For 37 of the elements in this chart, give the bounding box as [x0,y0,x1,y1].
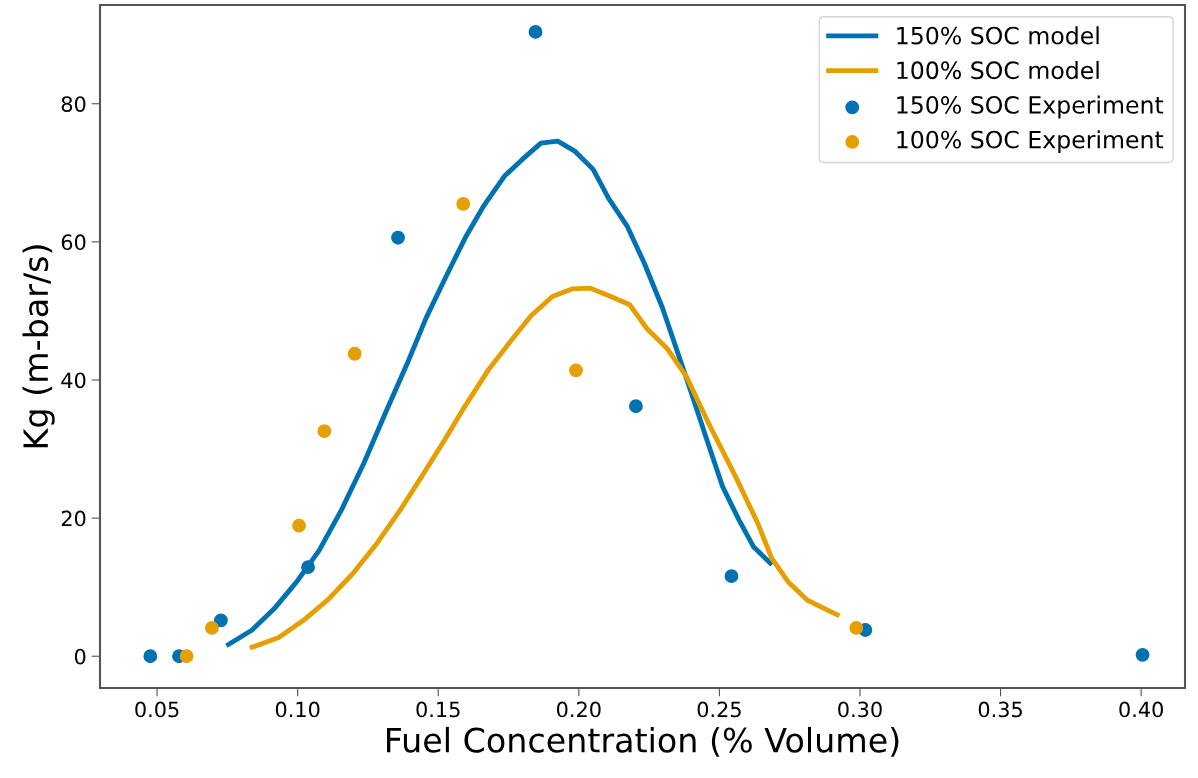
point [1135,647,1150,662]
point [849,621,864,635]
legend-label: 100% SOC Experiment [897,130,1164,154]
point [347,346,362,361]
point [528,25,543,39]
point [317,424,332,439]
legend-label: 100% SOC model [897,60,1099,80]
x-tick-label: 0.30 [838,701,882,718]
point [179,649,194,664]
y-tick-label: 20 [61,510,86,527]
x-tick-label: 0.15 [416,701,460,718]
point [301,560,315,575]
point [213,613,228,628]
point [204,621,219,635]
point [628,399,643,414]
x-tick-label: 0.25 [697,701,741,718]
x-axis-title: Fuel Concentration (% Volume) [387,726,899,757]
line-series [249,285,840,650]
y-axis-title: Kg (m-bar/s) [22,245,55,448]
point [724,569,739,584]
x-tick-label: 0.35 [978,701,1022,718]
y-tick-label: 0 [74,648,86,665]
y-tick-label: 60 [61,234,86,251]
legend-label: 150% SOC model [897,26,1099,45]
point [143,649,158,664]
x-tick-label: 0.05 [135,701,179,718]
legend-label: 150% SOC Experiment [897,95,1164,119]
point [456,196,471,211]
y-tick-label: 40 [61,372,86,389]
point [391,230,405,245]
x-tick-label: 0.40 [1119,701,1163,718]
line-series [226,138,773,647]
point [569,363,583,378]
point [292,518,306,533]
x-tick-label: 0.10 [275,701,320,718]
x-tick-label: 0.20 [557,701,601,718]
y-tick-label: 80 [61,96,86,112]
